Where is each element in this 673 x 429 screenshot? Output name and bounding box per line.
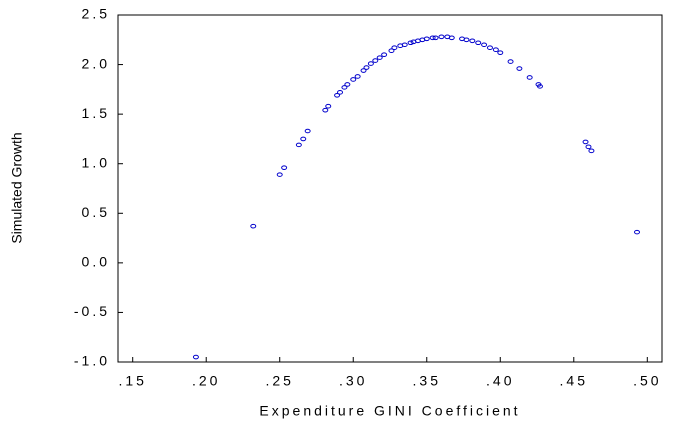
point [448, 35, 455, 41]
point [475, 40, 482, 46]
x-tick-label: .35 [413, 373, 441, 389]
point [281, 165, 288, 170]
point [360, 68, 367, 73]
point [432, 35, 439, 41]
point [438, 34, 445, 40]
point [363, 65, 370, 70]
point [507, 59, 514, 64]
y-tick-label: -0.5 [74, 303, 110, 319]
point [325, 103, 332, 109]
y-tick-label: 0.0 [82, 254, 110, 270]
y-tick-label: 1.5 [82, 105, 110, 121]
point [376, 55, 383, 60]
point [585, 144, 592, 150]
point [295, 142, 302, 148]
point [463, 37, 470, 43]
x-tick-label: .15 [118, 373, 146, 389]
point [350, 77, 357, 82]
point [588, 148, 595, 154]
point [516, 66, 523, 71]
point [341, 85, 348, 90]
y-tick-label: 2.5 [82, 6, 110, 22]
point [634, 229, 641, 235]
point [526, 75, 533, 80]
point [486, 45, 493, 51]
point [354, 74, 361, 79]
point [497, 50, 504, 55]
point [276, 172, 283, 177]
point [304, 128, 311, 134]
y-tick-label: 2.0 [82, 55, 110, 71]
point [388, 48, 395, 53]
point [300, 136, 307, 142]
plot-frame [117, 14, 663, 363]
point [391, 45, 398, 51]
x-axis-label: Expenditure GINI Coefficient [259, 403, 520, 419]
x-tick-label: .45 [560, 373, 588, 389]
point [582, 139, 589, 145]
x-tick-label: .20 [192, 373, 220, 389]
point [469, 38, 476, 44]
y-tick-label: 1.0 [82, 154, 110, 170]
point [401, 42, 408, 48]
y-tick-label: -1.0 [74, 353, 110, 369]
point [536, 84, 543, 89]
y-axis-label: Simulated Growth [9, 132, 25, 243]
x-tick-label: .25 [265, 373, 293, 389]
y-tick-label: 0.5 [82, 204, 110, 220]
point [322, 107, 329, 113]
point [337, 90, 344, 95]
point [423, 36, 430, 42]
point [481, 42, 488, 48]
point [372, 58, 379, 63]
point [381, 52, 388, 57]
point [492, 47, 499, 53]
x-tick-label: .40 [486, 373, 514, 389]
x-tick-label: .50 [633, 373, 661, 389]
point [250, 223, 257, 229]
x-tick-label: .30 [339, 373, 367, 389]
point [344, 82, 351, 87]
point [429, 35, 436, 41]
point [334, 93, 341, 98]
point [192, 354, 199, 360]
point [407, 40, 414, 46]
point [367, 61, 374, 66]
